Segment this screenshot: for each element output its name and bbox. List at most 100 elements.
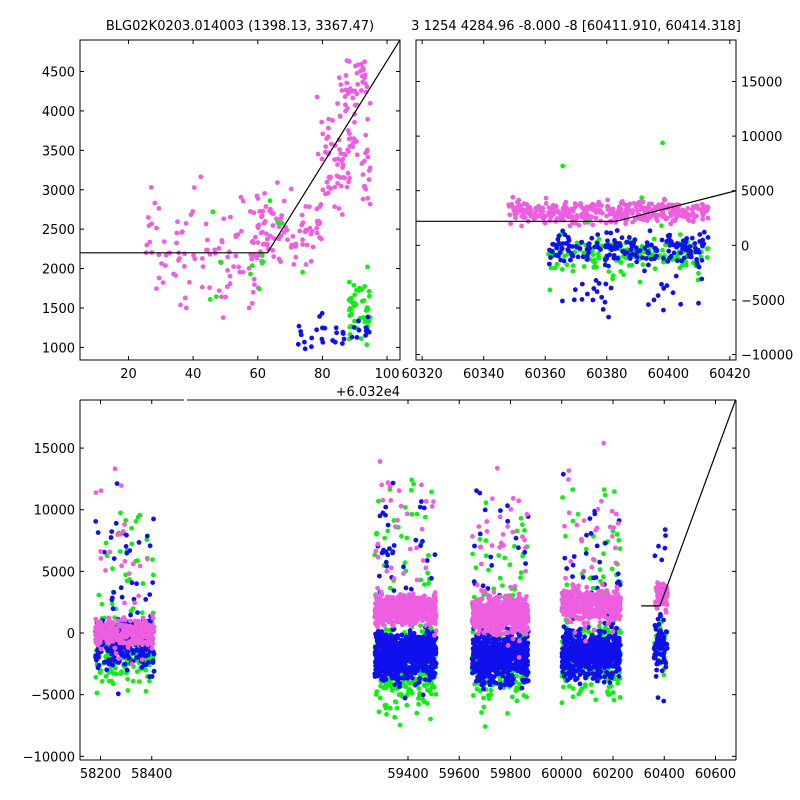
data-point [619, 235, 625, 241]
data-point [248, 252, 254, 258]
data-point [585, 291, 590, 297]
data-point [605, 692, 611, 697]
data-point [564, 566, 570, 571]
data-point [248, 271, 253, 277]
data-point [391, 543, 397, 548]
data-point [224, 284, 230, 290]
data-point [705, 205, 711, 210]
y-tick-label: 1500 [42, 302, 75, 317]
data-point [352, 119, 357, 125]
data-point [596, 251, 601, 257]
data-point [162, 263, 168, 268]
data-point [607, 680, 613, 685]
data-point [347, 175, 352, 181]
data-point [240, 198, 246, 204]
data-point [590, 676, 596, 681]
data-point [600, 307, 606, 312]
data-point [520, 553, 526, 559]
data-point [472, 641, 477, 647]
data-point [683, 244, 689, 250]
data-point [505, 518, 511, 524]
data-point [577, 672, 583, 678]
data-point [251, 210, 257, 216]
data-point [480, 583, 486, 589]
data-point [472, 637, 478, 642]
data-point [517, 659, 523, 665]
data-point [333, 325, 339, 331]
data-point [524, 659, 530, 665]
data-point [562, 555, 568, 561]
data-point [104, 667, 110, 673]
data-point [150, 580, 156, 585]
data-point [639, 195, 645, 201]
data-point [127, 618, 133, 624]
data-point [489, 563, 495, 568]
data-point [117, 531, 123, 537]
data-point [192, 256, 198, 262]
data-point [404, 702, 410, 708]
data-point [385, 522, 391, 528]
data-point [518, 515, 524, 521]
data-point [617, 546, 623, 552]
data-point [602, 299, 608, 305]
data-point [97, 669, 103, 675]
data-point [696, 300, 701, 306]
data-point [384, 711, 389, 717]
data-point [143, 667, 149, 673]
data-point [625, 212, 630, 218]
data-point [143, 639, 148, 645]
data-point [314, 327, 319, 333]
data-point [593, 637, 599, 642]
data-point [509, 663, 515, 669]
data-point [561, 665, 567, 671]
data-point [678, 250, 683, 256]
data-point [393, 699, 399, 705]
data-point [300, 237, 305, 243]
data-point [308, 231, 314, 237]
data-point [397, 684, 402, 690]
data-point [223, 294, 229, 300]
data-point [559, 245, 565, 251]
data-point [654, 667, 659, 673]
data-point [356, 318, 361, 324]
data-point [588, 682, 594, 687]
data-point [114, 481, 120, 486]
data-point [430, 674, 436, 680]
data-point [602, 620, 608, 626]
data-point [669, 240, 675, 246]
data-point [109, 595, 115, 601]
data-point [365, 116, 370, 122]
data-point [519, 223, 524, 229]
data-point [346, 279, 352, 285]
data-point [420, 538, 425, 544]
data-point [350, 88, 356, 94]
data-point [351, 136, 357, 142]
data-point [118, 483, 124, 488]
data-point [660, 247, 665, 253]
data-point [590, 222, 596, 228]
data-point [96, 592, 102, 598]
data-point [663, 533, 668, 538]
data-point [182, 251, 188, 257]
data-point [216, 288, 222, 294]
x-tick-label: 60380 [586, 367, 627, 382]
data-point [564, 649, 570, 655]
data-point [207, 285, 213, 291]
data-point [314, 230, 320, 236]
data-point [580, 574, 586, 580]
data-point [695, 277, 701, 283]
data-point [659, 237, 665, 243]
data-point [156, 206, 162, 211]
data-point [125, 627, 131, 633]
data-point [576, 637, 582, 643]
data-point [649, 242, 654, 248]
data-point [655, 632, 661, 638]
data-point [645, 242, 651, 248]
data-point [146, 630, 152, 636]
data-point [349, 334, 355, 340]
data-point [260, 208, 266, 214]
data-point [326, 116, 332, 122]
data-point [228, 214, 233, 220]
data-point [601, 679, 607, 685]
data-point [496, 636, 502, 642]
